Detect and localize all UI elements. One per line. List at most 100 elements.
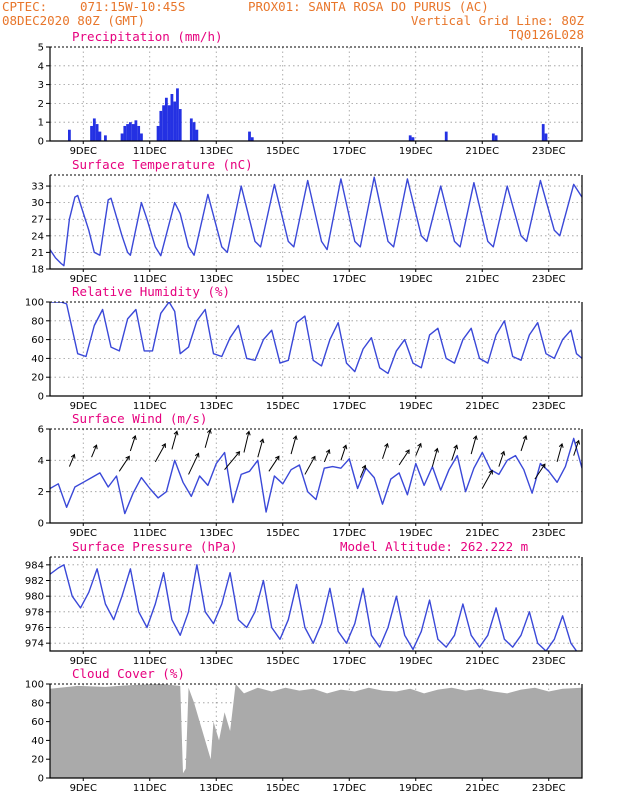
wind-arrow — [520, 435, 527, 452]
wind-arrow — [431, 448, 438, 467]
wind-arrow — [243, 431, 250, 453]
wind-xtick-label: 17DEC — [332, 528, 366, 539]
wind-arrow — [224, 451, 240, 471]
precipitation-ytick-label: 4 — [38, 61, 44, 72]
wind-arrow-head — [384, 442, 389, 448]
precipitation-ytick-label: 1 — [38, 118, 44, 129]
wind-arrow-head — [245, 430, 251, 436]
wind-arrow-head — [575, 439, 581, 445]
pressure-xtick-label: 9DEC — [70, 656, 97, 667]
temperature-xtick-label: 23DEC — [532, 274, 566, 285]
humidity-panel: Relative Humidity (%) 0 20 40 60 80 100 9DEC 11D… — [25, 284, 583, 412]
precipitation-bar — [156, 125, 160, 141]
precipitation-bar — [170, 94, 174, 141]
temperature-xtick-label: 11DEC — [133, 274, 167, 285]
pressure-line — [50, 564, 578, 651]
wind-ytick-label: 4 — [38, 456, 44, 467]
wind-arrow-head — [194, 452, 200, 458]
cloud-area — [50, 684, 582, 778]
pressure-xtick-label: 21DEC — [465, 656, 499, 667]
precipitation-bar — [541, 124, 545, 141]
precipitation-bar — [162, 105, 166, 141]
cloud-xtick-label: 9DEC — [70, 783, 97, 794]
wind-xtick-label: 13DEC — [199, 528, 233, 539]
cloud-xtick-label: 11DEC — [133, 783, 167, 794]
wind-arrow — [268, 456, 280, 472]
precipitation-bar — [491, 133, 495, 141]
humidity-ytick-label: 0 — [38, 392, 44, 403]
wind-arrow — [204, 429, 211, 448]
wind-arrow-head — [472, 435, 478, 441]
precipitation-xtick-label: 15DEC — [266, 146, 300, 157]
precipitation-bar — [134, 120, 138, 141]
precipitation-bar — [189, 118, 193, 141]
precipitation-bar — [95, 124, 99, 141]
precipitation-panel: Precipitation (mm/h) 0 1 2 3 4 5 9DEC 11DEC 13DEC… — [38, 29, 583, 157]
header-grid-note: Vertical Grid Line: 80Z — [411, 13, 585, 28]
precipitation-bar — [92, 118, 96, 141]
humidity-xtick-label: 15DEC — [266, 401, 300, 412]
precipitation-frame — [49, 47, 583, 142]
header-location: PROX01: SANTA ROSA DO PURUS (AC) — [248, 0, 489, 14]
wind-arrow — [398, 449, 410, 466]
wind-arrow-head — [488, 469, 493, 475]
temperature-xtick-label: 9DEC — [70, 274, 97, 285]
wind-arrow — [68, 454, 75, 467]
temperature-xtick-label: 17DEC — [332, 274, 366, 285]
humidity-xtick-label: 17DEC — [332, 401, 366, 412]
cloud-ytick-label: 60 — [31, 717, 44, 728]
precipitation-bar — [104, 135, 107, 141]
pressure-ytick-label: 982 — [25, 576, 44, 587]
pressure-ytick-label: 976 — [25, 623, 44, 634]
pressure-xtick-label: 17DEC — [332, 656, 366, 667]
precipitation-bar — [98, 131, 102, 141]
temperature-ytick-label: 30 — [31, 198, 44, 209]
cloud-xtick-label: 15DEC — [266, 783, 300, 794]
header-source: CPTEC: — [2, 0, 47, 14]
pressure-model-altitude: Model Altitude: 262.222 m — [340, 539, 528, 554]
wind-arrow-head — [125, 455, 130, 461]
precipitation-bar — [444, 131, 448, 141]
cloud-ytick-label: 0 — [38, 774, 44, 785]
wind-frame — [49, 429, 583, 524]
humidity-ytick-label: 80 — [31, 316, 44, 327]
precipitation-bar — [408, 135, 412, 141]
precipitation-xtick-label: 23DEC — [532, 146, 566, 157]
wind-title: Surface Wind (m/s) — [72, 411, 207, 426]
precipitation-bar — [250, 137, 254, 141]
wind-arrow — [118, 456, 130, 472]
wind-arrow-head — [173, 430, 179, 436]
wind-ytick-label: 0 — [38, 519, 44, 530]
precipitation-xtick-label: 9DEC — [70, 146, 97, 157]
humidity-xtick-label: 13DEC — [199, 401, 233, 412]
temperature-xtick-label: 21DEC — [465, 274, 499, 285]
header-coords: 071:15W-10:45S — [80, 0, 185, 14]
humidity-ytick-label: 20 — [31, 373, 44, 384]
precipitation-bar — [120, 133, 124, 141]
wind-arrow-head — [405, 449, 410, 455]
wind-arrow-head — [275, 455, 280, 461]
wind-xtick-label: 21DEC — [465, 528, 499, 539]
wind-arrow — [188, 453, 199, 475]
precipitation-bar — [90, 125, 93, 141]
wind-arrow-head — [500, 450, 506, 456]
temperature-panel: Surface Temperature (nC) 18 21 24 27 30 33 9DEC… — [31, 157, 583, 285]
wind-arrow — [470, 435, 477, 455]
precipitation-bar — [248, 131, 251, 141]
precipitation-bar — [411, 137, 415, 141]
humidity-xtick-label: 23DEC — [532, 401, 566, 412]
wind-arrow-head — [453, 444, 459, 450]
wind-arrow-head — [522, 435, 528, 440]
precipitation-xtick-label: 11DEC — [133, 146, 167, 157]
humidity-xtick-label: 9DEC — [70, 401, 97, 412]
precipitation-xtick-label: 13DEC — [199, 146, 233, 157]
precipitation-ytick-label: 2 — [38, 99, 44, 110]
humidity-title: Relative Humidity (%) — [72, 284, 230, 299]
wind-arrow — [91, 445, 98, 458]
wind-arrow-head — [325, 449, 331, 454]
precipitation-bar — [176, 88, 179, 141]
precipitation-xtick-label: 21DEC — [465, 146, 499, 157]
header: CPTEC: 071:15W-10:45S PROX01: SANTA ROSA… — [2, 0, 584, 42]
precipitation-bar — [67, 129, 71, 141]
